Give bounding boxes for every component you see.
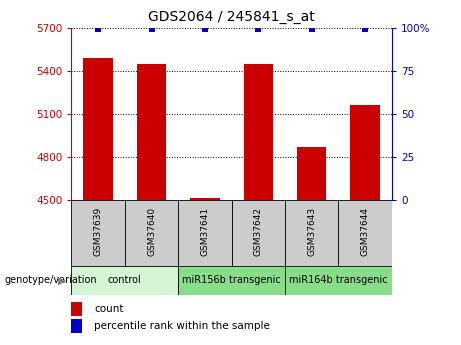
Bar (285, 266, 392, 295)
Bar (285, 200, 338, 266)
Bar (71, 302, 82, 316)
Text: GSM37644: GSM37644 (361, 207, 370, 256)
Text: GSM37640: GSM37640 (147, 207, 156, 256)
Bar (71, 266, 178, 295)
Point (254, 27, 262, 32)
Text: control: control (108, 275, 142, 285)
Bar (190, 198, 219, 200)
Bar (125, 200, 178, 266)
Bar (71, 319, 82, 333)
Bar (297, 147, 326, 200)
Text: miR164b transgenic: miR164b transgenic (289, 275, 388, 285)
Point (148, 27, 155, 32)
Bar (178, 266, 285, 295)
Bar (338, 200, 392, 266)
Bar (244, 63, 273, 200)
Text: ▶: ▶ (59, 275, 67, 285)
Point (361, 27, 369, 32)
Text: GSM37641: GSM37641 (201, 207, 209, 256)
Point (95, 27, 102, 32)
Text: miR156b transgenic: miR156b transgenic (182, 275, 281, 285)
Bar (83, 58, 113, 200)
Bar (137, 63, 166, 200)
Bar (231, 200, 285, 266)
Text: GSM37642: GSM37642 (254, 207, 263, 256)
Text: GSM37639: GSM37639 (94, 207, 103, 256)
Bar (178, 200, 231, 266)
Title: GDS2064 / 245841_s_at: GDS2064 / 245841_s_at (148, 10, 315, 24)
Text: GSM37643: GSM37643 (307, 207, 316, 256)
Point (201, 27, 209, 32)
Text: genotype/variation: genotype/variation (5, 275, 97, 285)
Bar (71, 200, 125, 266)
Point (308, 27, 315, 32)
Text: count: count (94, 304, 124, 314)
Text: percentile rank within the sample: percentile rank within the sample (94, 321, 270, 331)
Bar (350, 105, 380, 200)
